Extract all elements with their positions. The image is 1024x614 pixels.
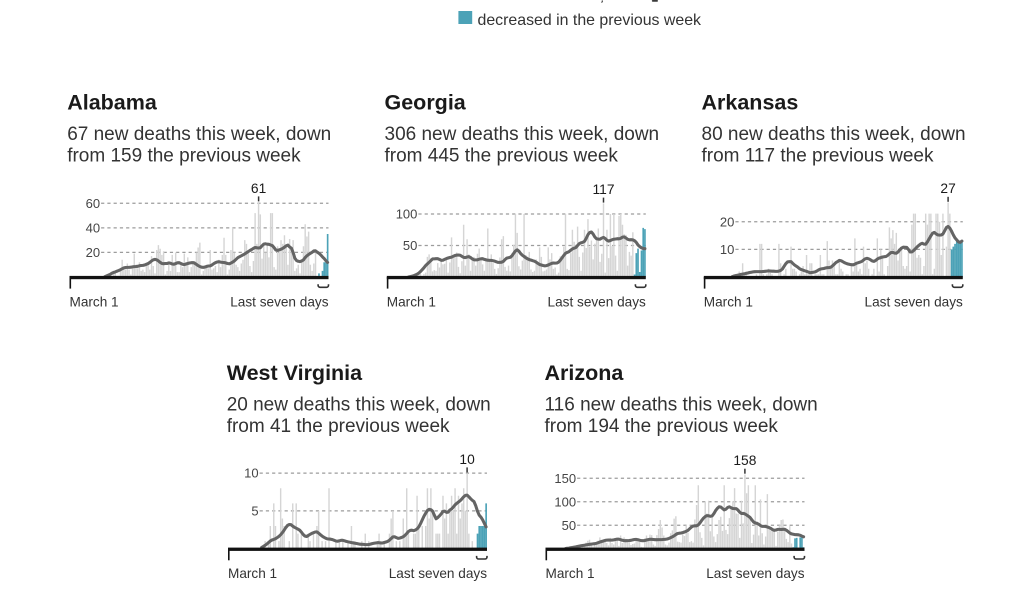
svg-text:20 new deaths this week, down: 20 new deaths this week, down <box>227 395 491 416</box>
svg-text:306 new deaths this week, down: 306 new deaths this week, down <box>385 124 660 145</box>
svg-text:60: 60 <box>86 196 100 211</box>
svg-text:from 445 the previous week: from 445 the previous week <box>385 145 619 166</box>
svg-text:10: 10 <box>720 242 734 257</box>
svg-text:158: 158 <box>733 453 756 468</box>
svg-text:from 41 the previous week: from 41 the previous week <box>227 416 450 437</box>
svg-text:West Virginia: West Virginia <box>227 361 363 385</box>
svg-text:March 1: March 1 <box>70 295 119 310</box>
svg-text:100: 100 <box>396 207 418 222</box>
svg-text:40: 40 <box>86 221 100 236</box>
svg-text:Last seven days: Last seven days <box>389 566 487 581</box>
svg-text:10: 10 <box>244 466 258 481</box>
svg-text:50: 50 <box>562 518 576 533</box>
svg-text:20: 20 <box>86 245 100 260</box>
svg-text:67 new deaths this week, down: 67 new deaths this week, down <box>67 124 331 145</box>
svg-text:Georgia: Georgia <box>385 91 467 115</box>
svg-text:80 new deaths this week, down: 80 new deaths this week, down <box>702 124 966 145</box>
svg-text:100: 100 <box>554 494 576 509</box>
svg-text:50: 50 <box>403 238 417 253</box>
svg-text:March 1: March 1 <box>704 295 753 310</box>
svg-text:decreased in the previous week: decreased in the previous week <box>478 12 702 29</box>
svg-text:Alabama: Alabama <box>67 91 158 115</box>
svg-text:March 1: March 1 <box>546 566 595 581</box>
svg-text:20: 20 <box>720 214 734 229</box>
svg-text:10: 10 <box>459 452 475 467</box>
svg-text:from 159 the previous week: from 159 the previous week <box>67 145 301 166</box>
svg-text:Arkansas: Arkansas <box>702 91 799 115</box>
svg-text:Last seven days: Last seven days <box>706 566 804 581</box>
svg-text:March 1: March 1 <box>228 566 277 581</box>
svg-text:116 new deaths this week, down: 116 new deaths this week, down <box>545 395 818 416</box>
svg-text:117: 117 <box>593 182 615 197</box>
svg-text:Last seven days: Last seven days <box>865 295 963 310</box>
svg-text:150: 150 <box>554 471 576 486</box>
svg-text:Arizona: Arizona <box>545 361 625 385</box>
svg-text:61: 61 <box>251 181 266 196</box>
svg-text:Last seven days: Last seven days <box>230 295 328 310</box>
svg-text:from 194 the previous week: from 194 the previous week <box>545 416 779 437</box>
svg-text:27: 27 <box>940 181 955 196</box>
svg-text:from 117 the previous week: from 117 the previous week <box>702 145 934 166</box>
svg-text:Last seven days: Last seven days <box>548 295 646 310</box>
svg-text:March 1: March 1 <box>387 295 436 310</box>
svg-text:5: 5 <box>251 504 258 519</box>
